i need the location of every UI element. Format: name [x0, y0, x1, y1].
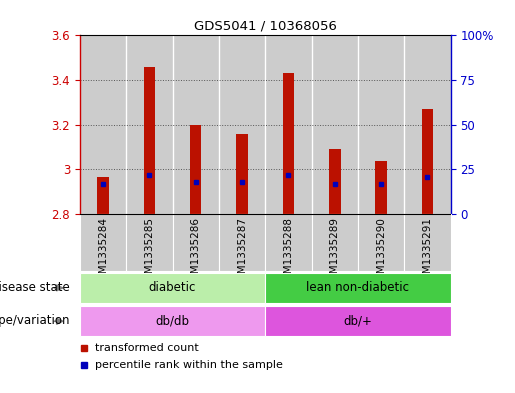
Text: percentile rank within the sample: percentile rank within the sample	[95, 360, 283, 370]
Bar	[236, 134, 248, 214]
Bar	[97, 177, 109, 214]
Text: GSM1335290: GSM1335290	[376, 217, 386, 287]
Text: genotype/variation: genotype/variation	[0, 314, 70, 327]
Bar	[265, 35, 312, 214]
Text: transformed count: transformed count	[95, 343, 198, 353]
Bar	[312, 35, 358, 214]
Bar	[422, 109, 433, 214]
Bar	[219, 214, 265, 271]
Text: disease state: disease state	[0, 281, 70, 294]
Text: GSM1335291: GSM1335291	[422, 217, 433, 287]
Bar	[375, 160, 387, 214]
Text: GSM1335289: GSM1335289	[330, 217, 340, 287]
Bar	[358, 35, 404, 214]
Bar	[283, 73, 294, 214]
Bar	[329, 149, 340, 214]
Bar	[126, 214, 173, 271]
Text: GSM1335284: GSM1335284	[98, 217, 108, 287]
Bar	[173, 35, 219, 214]
Bar	[312, 214, 358, 271]
Text: GSM1335285: GSM1335285	[144, 217, 154, 287]
Text: lean non-diabetic: lean non-diabetic	[306, 281, 409, 294]
Bar	[80, 214, 126, 271]
Bar	[80, 35, 126, 214]
Bar	[80, 306, 265, 336]
Text: GSM1335286: GSM1335286	[191, 217, 201, 287]
Title: GDS5041 / 10368056: GDS5041 / 10368056	[194, 20, 337, 33]
Bar	[265, 214, 312, 271]
Bar	[358, 214, 404, 271]
Text: db/+: db/+	[344, 314, 372, 327]
Text: diabetic: diabetic	[149, 281, 196, 294]
Bar	[265, 273, 451, 303]
Bar	[190, 125, 201, 214]
Text: GSM1335288: GSM1335288	[283, 217, 294, 287]
Bar	[404, 35, 451, 214]
Text: GSM1335287: GSM1335287	[237, 217, 247, 287]
Bar	[80, 273, 265, 303]
Bar	[404, 214, 451, 271]
Bar	[265, 306, 451, 336]
Bar	[173, 214, 219, 271]
Bar	[126, 35, 173, 214]
Bar	[219, 35, 265, 214]
Text: db/db: db/db	[156, 314, 190, 327]
Bar	[144, 67, 155, 214]
